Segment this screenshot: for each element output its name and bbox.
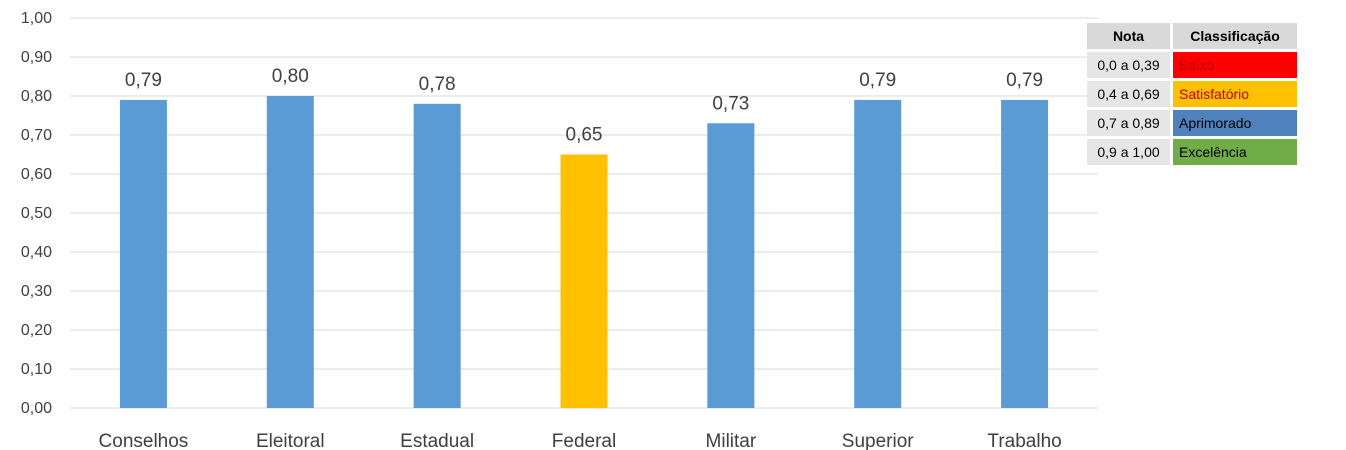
y-tick-label: 0,50 <box>21 205 52 222</box>
y-tick-label: 0,40 <box>21 244 52 261</box>
x-category-label: Conselhos <box>99 431 189 450</box>
legend-row-excelencia: 0,9 a 1,00 Excelência <box>1087 139 1297 165</box>
x-category-label: Militar <box>706 431 757 450</box>
legend-row-aprimorado: 0,7 a 0,89 Aprimorado <box>1087 110 1297 136</box>
data-label: 0,78 <box>419 74 456 95</box>
data-labels: 0,79 0,80 0,78 0,65 0,73 0,79 0,79 <box>125 66 1043 146</box>
legend-header-nota: Nota <box>1087 23 1170 49</box>
bars <box>119 96 1049 409</box>
y-tick-label: 0,60 <box>21 166 52 183</box>
data-label: 0,80 <box>272 66 309 87</box>
legend-classificacao: Satisfatório <box>1173 81 1297 107</box>
y-tick-label: 1,00 <box>21 10 52 27</box>
data-label: 0,79 <box>1006 70 1043 91</box>
bar-federal <box>560 154 608 408</box>
bar-estadual <box>413 103 461 409</box>
legend-row-baixo: 0,0 a 0,39 Baixo <box>1087 52 1297 78</box>
bar-militar <box>707 123 755 409</box>
y-tick-label: 0,90 <box>21 49 52 66</box>
x-axis-category-labels: Conselhos Eleitoral Estadual Federal Militar… <box>99 431 1062 450</box>
y-tick-label: 0,00 <box>21 400 52 417</box>
y-tick-label: 0,70 <box>21 127 52 144</box>
legend-nota: 0,9 a 1,00 <box>1087 139 1170 165</box>
classification-legend-table: Nota Classificação 0,0 a 0,39 Baixo 0,4 … <box>1084 20 1300 168</box>
x-category-label: Estadual <box>400 431 474 450</box>
y-axis-tick-labels: 0,00 0,10 0,20 0,30 0,40 0,50 0,60 0,70 0,80 0,90… <box>21 10 52 417</box>
x-category-label: Superior <box>842 431 914 450</box>
legend-classificacao: Excelência <box>1173 139 1297 165</box>
legend-nota: 0,4 a 0,69 <box>1087 81 1170 107</box>
data-label: 0,79 <box>125 70 162 91</box>
bar-conselhos <box>119 99 167 409</box>
y-tick-label: 0,30 <box>21 283 52 300</box>
legend-row-satisfatorio: 0,4 a 0,69 Satisfatório <box>1087 81 1297 107</box>
x-category-label: Federal <box>552 431 616 450</box>
legend-classificacao: Baixo <box>1173 52 1297 78</box>
data-label: 0,79 <box>859 70 896 91</box>
legend-header-row: Nota Classificação <box>1087 23 1297 49</box>
y-tick-label: 0,80 <box>21 88 52 105</box>
bar-trabalho <box>1001 99 1049 409</box>
data-label: 0,73 <box>712 93 749 114</box>
bar-superior <box>854 99 902 409</box>
legend-classificacao: Aprimorado <box>1173 110 1297 136</box>
legend-nota: 0,0 a 0,39 <box>1087 52 1170 78</box>
y-tick-label: 0,10 <box>21 361 52 378</box>
data-label: 0,65 <box>566 125 603 146</box>
legend-nota: 0,7 a 0,89 <box>1087 110 1170 136</box>
x-category-label: Trabalho <box>987 431 1061 450</box>
x-category-label: Eleitoral <box>256 431 325 450</box>
bar-eleitoral <box>266 96 314 408</box>
y-tick-label: 0,20 <box>21 322 52 339</box>
legend-header-classificacao: Classificação <box>1173 23 1297 49</box>
